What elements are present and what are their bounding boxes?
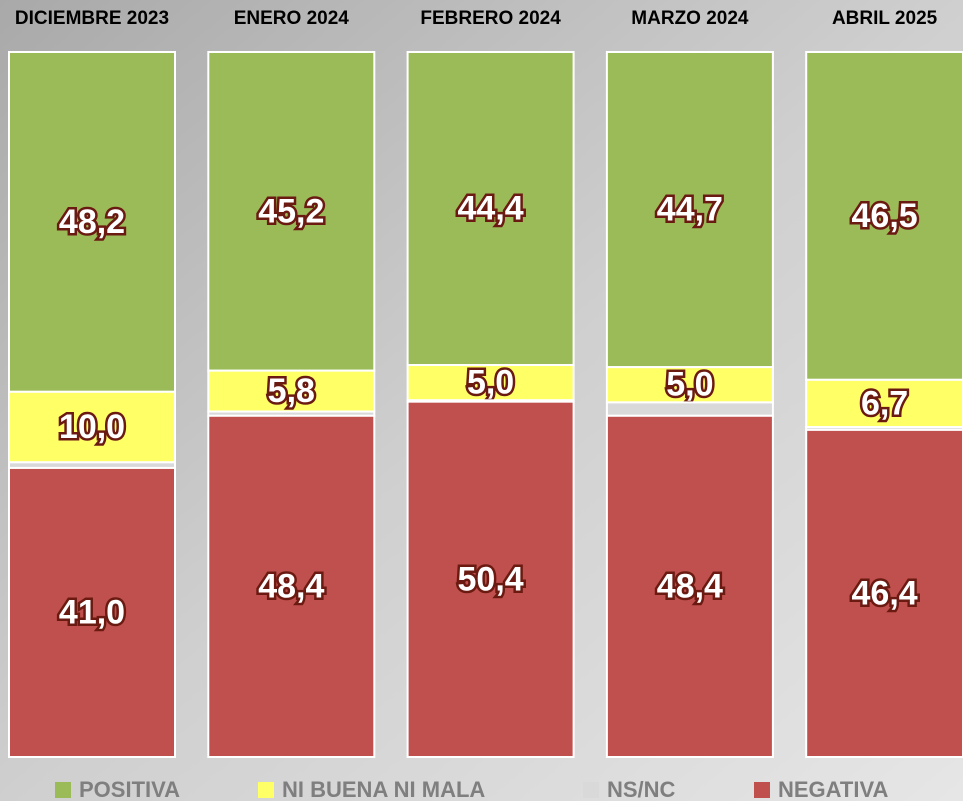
legend-label: NEGATIVA xyxy=(778,777,889,801)
bar-segment xyxy=(605,51,774,369)
value-label: 5,0 xyxy=(666,366,713,404)
value-label: 46,5 xyxy=(852,197,918,235)
value-label: 5,0 xyxy=(467,364,514,402)
value-label: 6,7 xyxy=(861,384,908,422)
legend-swatch xyxy=(583,782,599,798)
bar-segment xyxy=(8,51,176,393)
bar-segment xyxy=(605,414,774,758)
x-tick-label: DICIEMBRE 2023 xyxy=(15,8,169,29)
x-tick-label: MARZO 2024 xyxy=(631,8,749,29)
bar-segment xyxy=(805,51,963,381)
legend-label: NI BUENA NI MALA xyxy=(282,777,485,801)
bar-segment xyxy=(605,401,774,417)
value-label: 41,0 xyxy=(59,593,125,631)
value-label: 48,2 xyxy=(59,203,125,241)
value-label: 50,4 xyxy=(458,560,524,598)
bar-segment xyxy=(8,466,176,758)
value-label: 44,4 xyxy=(458,189,524,227)
value-label: 5,8 xyxy=(268,372,315,410)
x-tick-label: ABRIL 2025 xyxy=(832,8,938,29)
value-label: 46,4 xyxy=(852,574,918,612)
value-label: 10,0 xyxy=(59,408,125,446)
value-label: 45,2 xyxy=(258,192,324,230)
legend-swatch xyxy=(258,782,274,798)
legend-swatch xyxy=(55,782,71,798)
legend-label: POSITIVA xyxy=(79,777,180,801)
bar-segment xyxy=(8,390,176,464)
bar-segment xyxy=(805,378,963,429)
legend-label: NS/NC xyxy=(607,777,676,801)
value-label: 48,4 xyxy=(657,567,723,605)
value-label: 48,4 xyxy=(258,567,324,605)
legend-swatch xyxy=(754,782,770,798)
value-label: 44,7 xyxy=(657,191,723,229)
bar-segment xyxy=(805,428,963,758)
x-tick-label: ENERO 2024 xyxy=(234,8,350,29)
x-tick-label: FEBRERO 2024 xyxy=(420,8,561,29)
bar-segment xyxy=(207,414,376,758)
bar-segment xyxy=(406,400,575,758)
